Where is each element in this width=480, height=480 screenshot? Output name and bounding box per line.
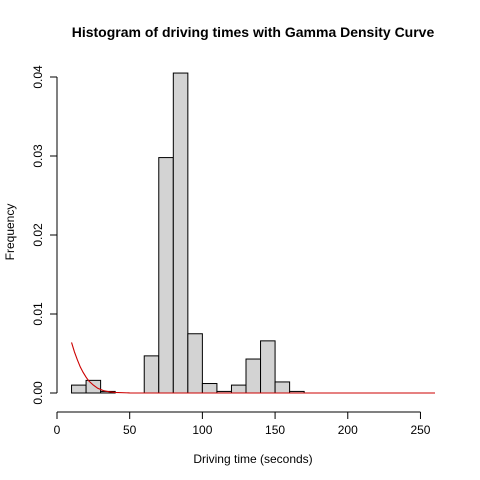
x-axis-label: Driving time (seconds) (193, 452, 312, 466)
y-tick-label-4: 0.04 (31, 65, 45, 89)
histogram-bar-14 (274, 381, 291, 394)
y-tick-label-1: 0.01 (31, 302, 45, 326)
x-tick-label-0: 0 (54, 423, 61, 437)
histogram-bar-11 (230, 384, 247, 394)
x-tick-label-5: 250 (410, 423, 430, 437)
x-tick-label-3: 150 (265, 423, 285, 437)
histogram-bar-5 (143, 355, 160, 394)
histogram-bar-9 (201, 383, 218, 394)
chart-title: Histogram of driving times with Gamma De… (72, 24, 435, 40)
y-axis: 0.00 0.01 0.02 0.03 0.04 (31, 65, 58, 405)
gamma-density-curve (71, 342, 435, 394)
y-axis-label: Frequency (3, 204, 17, 261)
histogram-bar-8 (187, 333, 203, 394)
x-tick-label-2: 100 (192, 423, 212, 437)
y-tick-label-3: 0.03 (31, 144, 45, 168)
y-tick-label-2: 0.02 (31, 223, 45, 247)
histogram-bar-6 (158, 157, 174, 394)
histogram-bars (71, 72, 305, 394)
y-tick-label-0: 0.00 (31, 381, 45, 405)
histogram-bar-12 (245, 358, 262, 394)
x-tick-label-4: 200 (338, 423, 358, 437)
density-curve-layer (71, 342, 435, 394)
histogram-bar-0 (71, 384, 87, 394)
histogram-bar-13 (260, 340, 276, 394)
histogram-bar-1 (85, 379, 102, 394)
x-axis: 0 50 100 150 200 250 (54, 411, 431, 437)
x-tick-label-1: 50 (123, 423, 137, 437)
histogram-bar-7 (172, 72, 189, 394)
